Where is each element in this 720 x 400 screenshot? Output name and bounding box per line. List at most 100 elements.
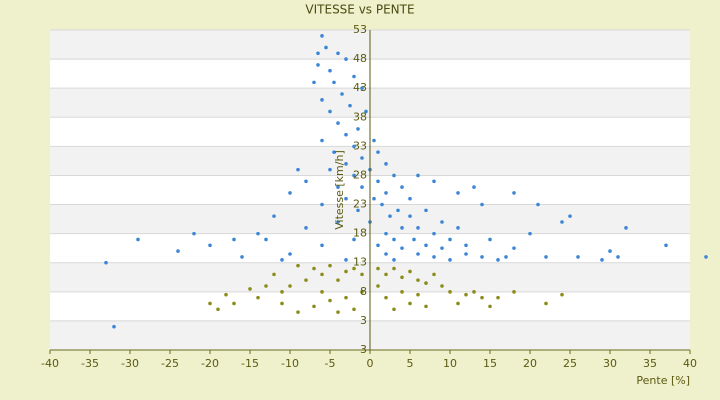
point — [380, 202, 384, 207]
y-tick-label: 28 — [353, 168, 367, 181]
point — [304, 179, 308, 184]
point — [344, 295, 348, 300]
x-tick-label: 0 — [367, 357, 374, 370]
points — [104, 34, 708, 329]
point — [480, 255, 484, 259]
point — [624, 226, 628, 230]
point — [352, 173, 356, 178]
point — [344, 258, 348, 262]
point — [360, 290, 364, 294]
point — [536, 202, 540, 207]
point — [356, 127, 360, 131]
point — [208, 301, 212, 306]
point — [336, 185, 340, 189]
point — [336, 310, 340, 314]
x-tick-label: 10 — [443, 357, 457, 370]
point — [232, 237, 236, 242]
point — [408, 196, 412, 201]
point — [344, 196, 348, 201]
y-tick-label: 8 — [360, 285, 367, 298]
point — [464, 292, 468, 297]
point — [400, 275, 404, 280]
point — [568, 214, 572, 218]
point — [352, 237, 356, 242]
point — [312, 80, 316, 85]
point — [248, 287, 252, 291]
point — [304, 226, 308, 230]
point — [400, 246, 404, 250]
point — [456, 301, 460, 306]
point — [504, 255, 508, 259]
point — [472, 290, 476, 294]
point — [432, 272, 436, 277]
point — [332, 80, 336, 85]
point — [704, 255, 708, 259]
point — [488, 304, 492, 309]
point — [424, 208, 428, 213]
point — [384, 162, 388, 166]
point — [512, 290, 516, 294]
point — [316, 63, 320, 67]
point — [384, 191, 388, 195]
point — [560, 292, 564, 297]
point — [376, 243, 380, 248]
point — [296, 167, 300, 172]
point — [348, 103, 352, 108]
point — [256, 231, 260, 236]
x-tick-label: 20 — [523, 357, 537, 370]
x-axis-title: Pente [%] — [636, 374, 690, 387]
point — [280, 290, 284, 294]
point — [344, 132, 348, 137]
x-tick-label: 30 — [603, 357, 617, 370]
point — [384, 295, 388, 300]
point — [256, 295, 260, 300]
point — [376, 284, 380, 288]
y-tick-label: 23 — [353, 198, 367, 211]
point — [336, 220, 340, 224]
point — [192, 231, 196, 236]
point — [376, 150, 380, 154]
x-tick-label: -30 — [121, 357, 139, 370]
point — [376, 266, 380, 271]
point — [464, 252, 468, 256]
point — [400, 185, 404, 189]
x-tick-label: -25 — [161, 357, 179, 370]
point — [664, 243, 668, 248]
point — [512, 191, 516, 195]
y-tick-label: 18 — [353, 227, 367, 240]
point — [240, 255, 244, 259]
point — [408, 214, 412, 218]
point — [272, 214, 276, 218]
point — [544, 255, 548, 259]
point — [416, 252, 420, 256]
chart-title: VITESSE vs PENTE — [305, 3, 414, 17]
point — [388, 214, 392, 218]
point — [432, 179, 436, 184]
point — [400, 290, 404, 294]
point — [344, 162, 348, 166]
point — [456, 191, 460, 195]
point — [364, 109, 368, 114]
point — [376, 179, 380, 184]
x-tick-label: -10 — [281, 357, 299, 370]
y-tick-label: 3 — [360, 314, 367, 327]
point — [336, 51, 340, 56]
x-tick-label: -35 — [81, 357, 99, 370]
point — [328, 298, 332, 303]
point — [176, 249, 180, 253]
point — [448, 237, 452, 242]
point — [356, 208, 360, 213]
point — [384, 252, 388, 256]
point — [424, 304, 428, 309]
point — [392, 258, 396, 262]
point — [296, 263, 300, 268]
point — [320, 290, 324, 294]
point — [432, 231, 436, 236]
point — [352, 266, 356, 271]
point — [384, 272, 388, 277]
point — [392, 307, 396, 312]
point — [208, 243, 212, 248]
y-tick-label: 33 — [353, 139, 367, 152]
y-tick-label: 43 — [353, 81, 367, 94]
point — [136, 237, 140, 242]
